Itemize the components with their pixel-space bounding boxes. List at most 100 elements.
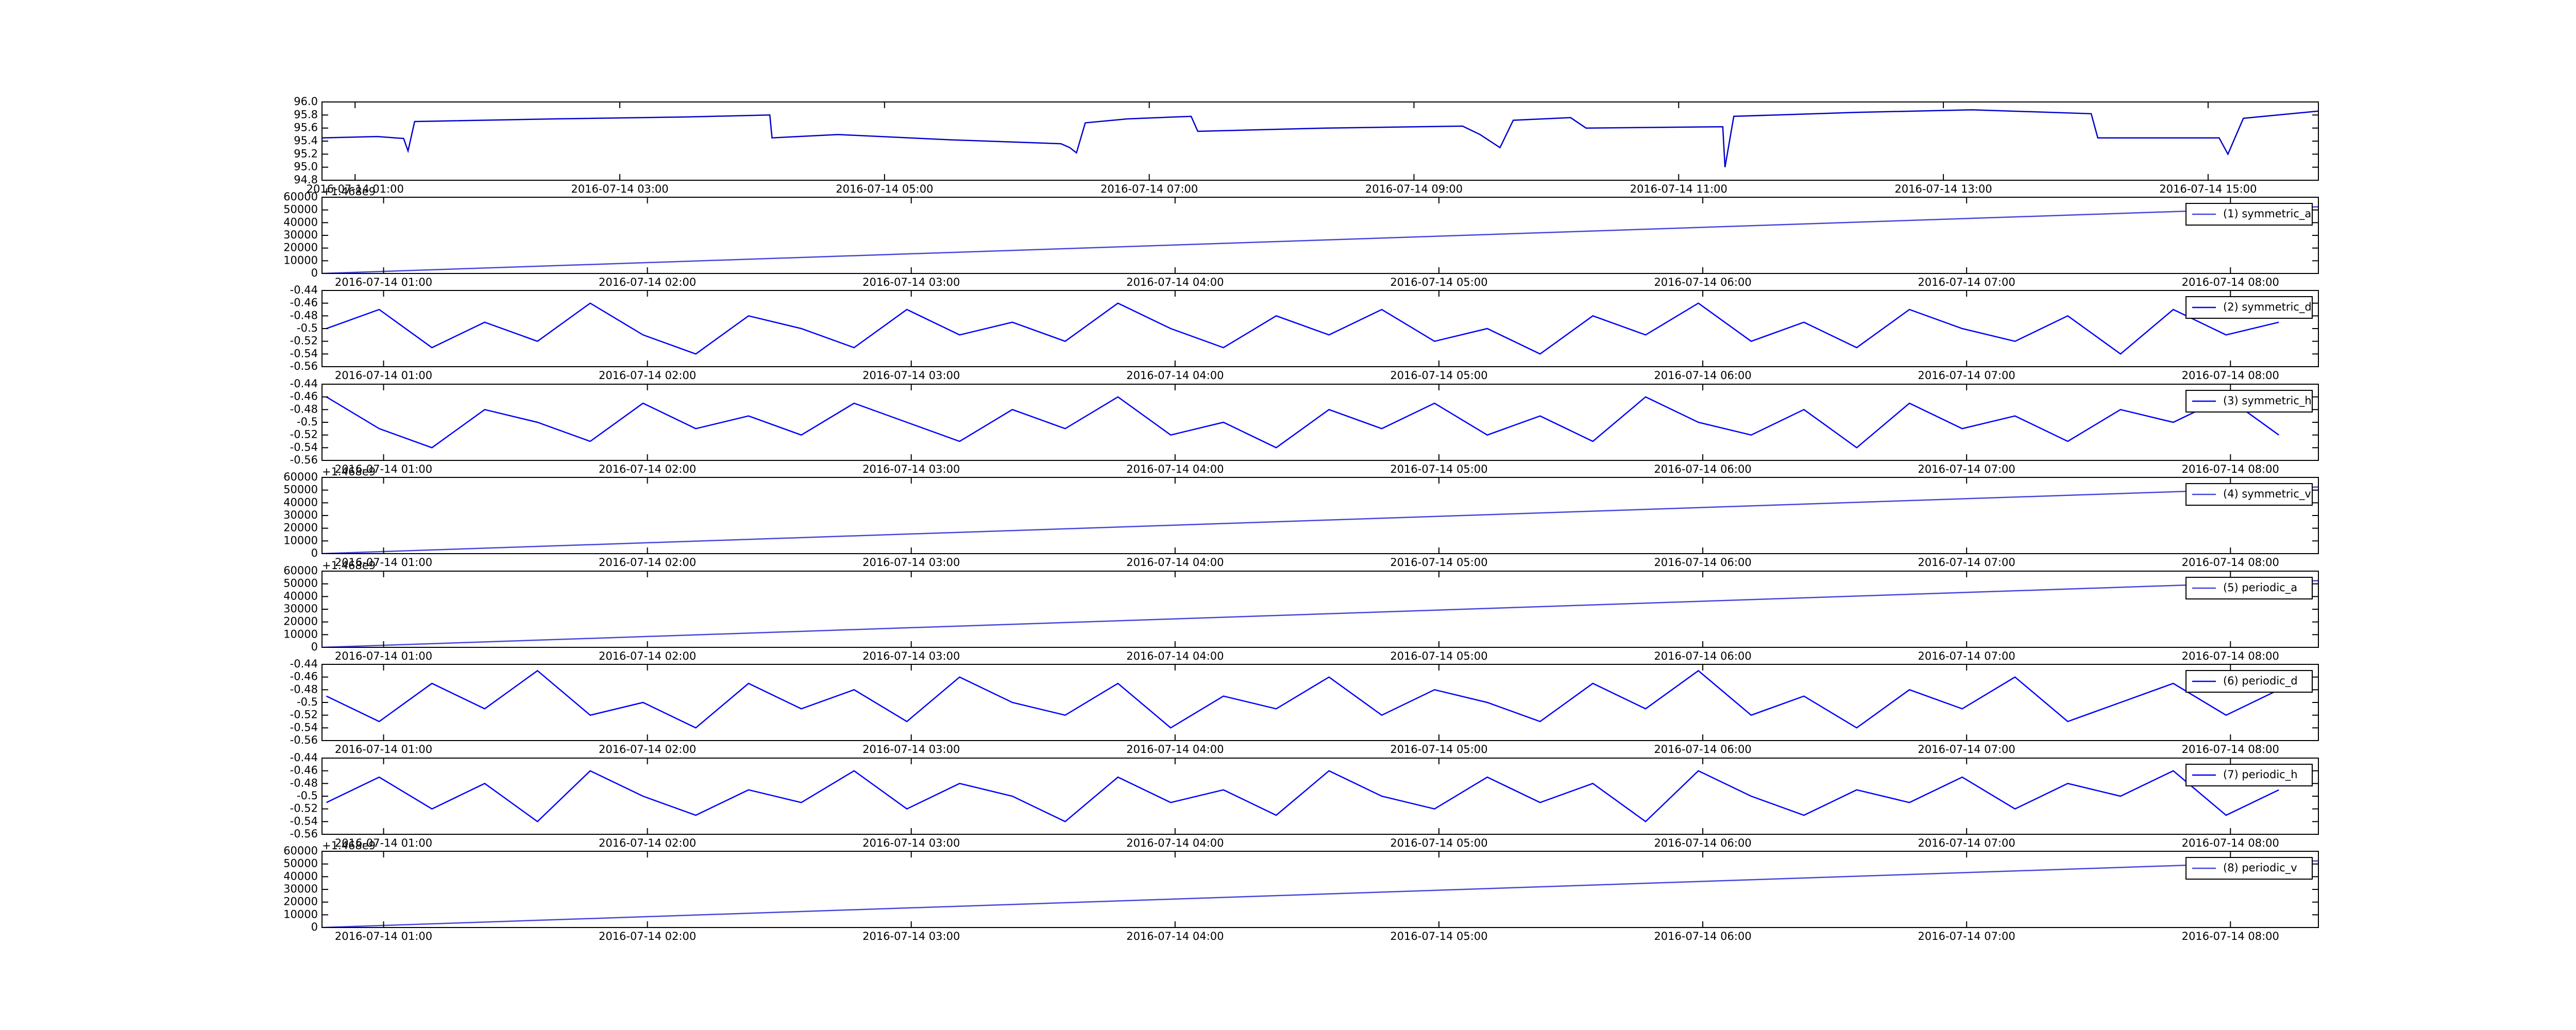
y-tick-label: -0.52 — [290, 335, 318, 347]
y-tick-label: 0 — [311, 267, 318, 279]
data-line — [326, 302, 2279, 355]
axes-frame — [321, 290, 2319, 367]
x-tick-label: 2016-07-14 09:00 — [1365, 183, 1463, 195]
y-tick-label: -0.46 — [290, 764, 318, 777]
y-tick-label: -0.44 — [290, 284, 318, 296]
y-tick-label: -0.44 — [290, 377, 318, 390]
y-tick-label: 30000 — [283, 229, 318, 241]
legend: (2) symmetric_d — [2185, 296, 2313, 319]
x-tick-label: 2016-07-14 03:00 — [862, 837, 960, 849]
x-tick-label: 2016-07-14 06:00 — [1654, 743, 1751, 756]
x-tick-label: 2016-07-14 04:00 — [1126, 930, 1224, 942]
x-tick-label: 2016-07-14 01:00 — [307, 183, 404, 195]
x-tick-label: 2016-07-14 03:00 — [862, 743, 960, 756]
axes-frame — [321, 101, 2319, 181]
y-tick-label: 40000 — [283, 870, 318, 882]
x-tick-label: 2016-07-14 03:00 — [862, 463, 960, 475]
y-tick-label: -0.48 — [290, 683, 318, 695]
legend: (6) periodic_d — [2185, 670, 2313, 693]
x-tick-label: 2016-07-14 05:00 — [1390, 463, 1487, 475]
y-tick-label: 20000 — [283, 522, 318, 534]
x-tick-label: 2016-07-14 04:00 — [1126, 556, 1224, 569]
y-tick-label: 30000 — [283, 883, 318, 895]
y-tick-label: 96.0 — [294, 95, 318, 108]
y-tick-label: 60000 — [283, 191, 318, 203]
subplot: -0.56-0.54-0.52-0.5-0.48-0.46-0.44 2016-0… — [290, 284, 2319, 382]
x-tick-label: 2016-07-14 03:00 — [862, 930, 960, 942]
legend-label: (4) symmetric_v — [2223, 488, 2311, 501]
y-tick-label: -0.44 — [290, 751, 318, 764]
y-tick-label: 0 — [311, 547, 318, 559]
x-tick-label: 2016-07-14 02:00 — [599, 369, 696, 382]
y-tick-label: -0.46 — [290, 390, 318, 403]
x-tick-label: 2016-07-14 06:00 — [1654, 463, 1751, 475]
x-tick-label: 2016-07-14 04:00 — [1126, 463, 1224, 475]
axes-frame — [321, 197, 2319, 274]
y-tick-label: 50000 — [283, 484, 318, 496]
x-tick-label: 2016-07-14 08:00 — [2182, 369, 2279, 382]
x-tick-label: 2016-07-14 07:00 — [1918, 930, 2015, 942]
x-tick-label: 2016-07-14 05:00 — [1390, 276, 1487, 288]
axes-frame — [321, 851, 2319, 928]
legend-box — [2185, 483, 2313, 506]
y-tick-label: 94.8 — [294, 174, 318, 186]
legend: (5) periodic_a — [2185, 577, 2313, 599]
x-tick-label: 2016-07-14 04:00 — [1126, 743, 1224, 756]
y-tick-label: 95.0 — [294, 161, 318, 173]
y-tick-label: -0.5 — [297, 416, 318, 428]
x-tick-label: 2016-07-14 01:00 — [335, 650, 432, 662]
y-tick-label: 0 — [311, 921, 318, 933]
x-tick-label: 2016-07-14 06:00 — [1654, 276, 1751, 288]
y-tick-label: 20000 — [283, 615, 318, 628]
x-tick-label: 2016-07-14 08:00 — [2182, 837, 2279, 849]
y-tick-label: -0.52 — [290, 428, 318, 441]
x-tick-label: 2016-07-14 13:00 — [1894, 183, 1992, 195]
y-tick-label: -0.5 — [297, 789, 318, 802]
y-tick-label: -0.52 — [290, 709, 318, 721]
legend-label: (1) symmetric_a — [2223, 208, 2311, 220]
y-tick-label: -0.5 — [297, 322, 318, 334]
x-tick-label: 2016-07-14 06:00 — [1654, 556, 1751, 569]
x-tick-label: 2016-07-14 03:00 — [862, 556, 960, 569]
axes-frame — [321, 664, 2319, 741]
x-tick-label: 2016-07-14 15:00 — [2159, 183, 2257, 195]
subplot: -0.56-0.54-0.52-0.5-0.48-0.46-0.44 2016-0… — [290, 658, 2319, 756]
legend: (4) symmetric_v — [2185, 483, 2313, 506]
legend-label: (5) periodic_a — [2223, 581, 2297, 594]
axes-frame — [321, 477, 2319, 554]
y-tick-label: 50000 — [283, 203, 318, 216]
y-tick-label: 40000 — [283, 216, 318, 228]
x-tick-label: 2016-07-14 07:00 — [1918, 463, 2015, 475]
x-tick-label: 2016-07-14 02:00 — [599, 743, 696, 756]
legend-label: (2) symmetric_d — [2223, 301, 2312, 314]
y-tick-label: 40000 — [283, 496, 318, 508]
y-tick-label: -0.56 — [290, 454, 318, 466]
x-tick-label: 2016-07-14 01:00 — [335, 930, 432, 942]
x-tick-label: 2016-07-14 05:00 — [1390, 743, 1487, 756]
x-tick-label: 2016-07-14 04:00 — [1126, 837, 1224, 849]
y-tick-label: -0.46 — [290, 671, 318, 683]
data-line — [322, 206, 2318, 273]
legend-label: (6) periodic_d — [2223, 675, 2298, 688]
x-tick-label: 2016-07-14 01:00 — [335, 837, 432, 849]
y-tick-label: 20000 — [283, 242, 318, 254]
legend: (8) periodic_v — [2185, 857, 2313, 880]
y-tick-label: 40000 — [283, 590, 318, 602]
data-line — [326, 670, 2279, 729]
y-tick-label: 0 — [311, 641, 318, 653]
y-tick-label: -0.56 — [290, 360, 318, 372]
x-tick-label: 2016-07-14 07:00 — [1918, 556, 2015, 569]
y-tick-label: -0.54 — [290, 347, 318, 359]
x-tick-label: 2016-07-14 01:00 — [335, 463, 432, 475]
x-tick-label: 2016-07-14 03:00 — [862, 369, 960, 382]
y-tick-label: -0.54 — [290, 815, 318, 827]
x-tick-label: 2016-07-14 06:00 — [1654, 837, 1751, 849]
y-tick-label: -0.48 — [290, 777, 318, 789]
x-tick-label: 2016-07-14 08:00 — [2182, 743, 2279, 756]
x-tick-label: 2016-07-14 08:00 — [2182, 276, 2279, 288]
x-tick-label: 2016-07-14 02:00 — [599, 463, 696, 475]
x-tick-label: 2016-07-14 02:00 — [599, 650, 696, 662]
legend-label: (8) periodic_v — [2223, 862, 2297, 874]
